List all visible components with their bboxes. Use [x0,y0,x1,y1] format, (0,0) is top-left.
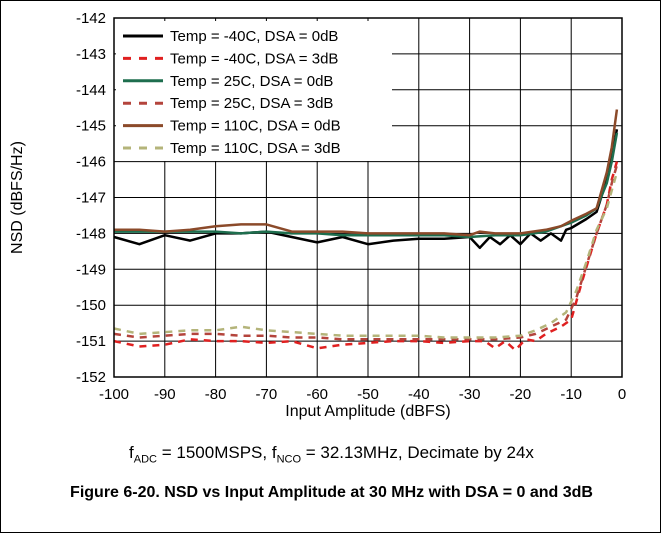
series-line-3 [114,132,619,239]
legend-box [116,21,392,161]
series-line-5 [114,109,619,237]
x-axis-label: Input Amplitude (dBFS) [285,403,450,420]
x-tick-label: -20 [510,386,532,403]
x-tick-label: -90 [154,386,176,403]
y-tick-label: -150 [76,297,106,314]
x-tick-label: -80 [205,386,227,403]
legend-label: Temp = -40C, DSA = 3dB [170,50,338,67]
legend-label: Temp = 25C, DSA = 0dB [170,73,333,90]
legend-label: Temp = 25C, DSA = 3dB [170,95,333,112]
x-tick-label: -30 [459,386,481,403]
x-tick-label: -10 [560,386,582,403]
y-tick-label: -145 [76,118,106,135]
y-tick-label: -142 [76,10,106,27]
series-line-6 [113,172,619,339]
conditions-note: fADC = 1500MSPS, fNCO = 32.13MHz, Decima… [129,443,534,466]
x-tick-label: -50 [357,386,379,403]
x-tick-label: -40 [408,386,430,403]
y-tick-label: -148 [76,225,106,242]
x-tick-label: -70 [256,386,278,403]
series-line-4 [113,164,619,341]
y-tick-label: -144 [76,82,106,99]
figure-caption: Figure 6-20. NSD vs Input Amplitude at 3… [70,484,593,501]
y-tick-label: -152 [76,369,106,386]
legend-label: Temp = 110C, DSA = 0dB [170,118,341,135]
legend-label: Temp = 110C, DSA = 3dB [170,140,341,157]
x-tick-label: -60 [306,386,328,403]
y-tick-label: -147 [76,190,106,207]
y-axis-label: NSD (dBFS/Hz) [9,141,26,254]
nsd-chart: -100 -90 -80 -70 -60 -50 -40 -30 -20 -10 0-142-143… [9,10,626,420]
y-tick-label: -143 [76,46,106,63]
y-tick-label: -146 [76,154,106,171]
legend: Temp = -40C, DSA = 0dB Temp = -40C, DSA =… [116,21,392,161]
x-tick-label: -100 [99,386,129,403]
tick-labels: -100 -90 -80 -70 -60 -50 -40 -30 -20 -10 0-142-143… [76,10,626,403]
y-tick-label: -149 [76,261,106,278]
plot-area-border [113,17,623,378]
series-layer [113,109,619,352]
x-tick-label: 0 [618,386,626,403]
series-line-2 [113,161,619,352]
legend-label: Temp = -40C, DSA = 0dB [170,28,338,45]
y-tick-label: -151 [76,333,106,350]
